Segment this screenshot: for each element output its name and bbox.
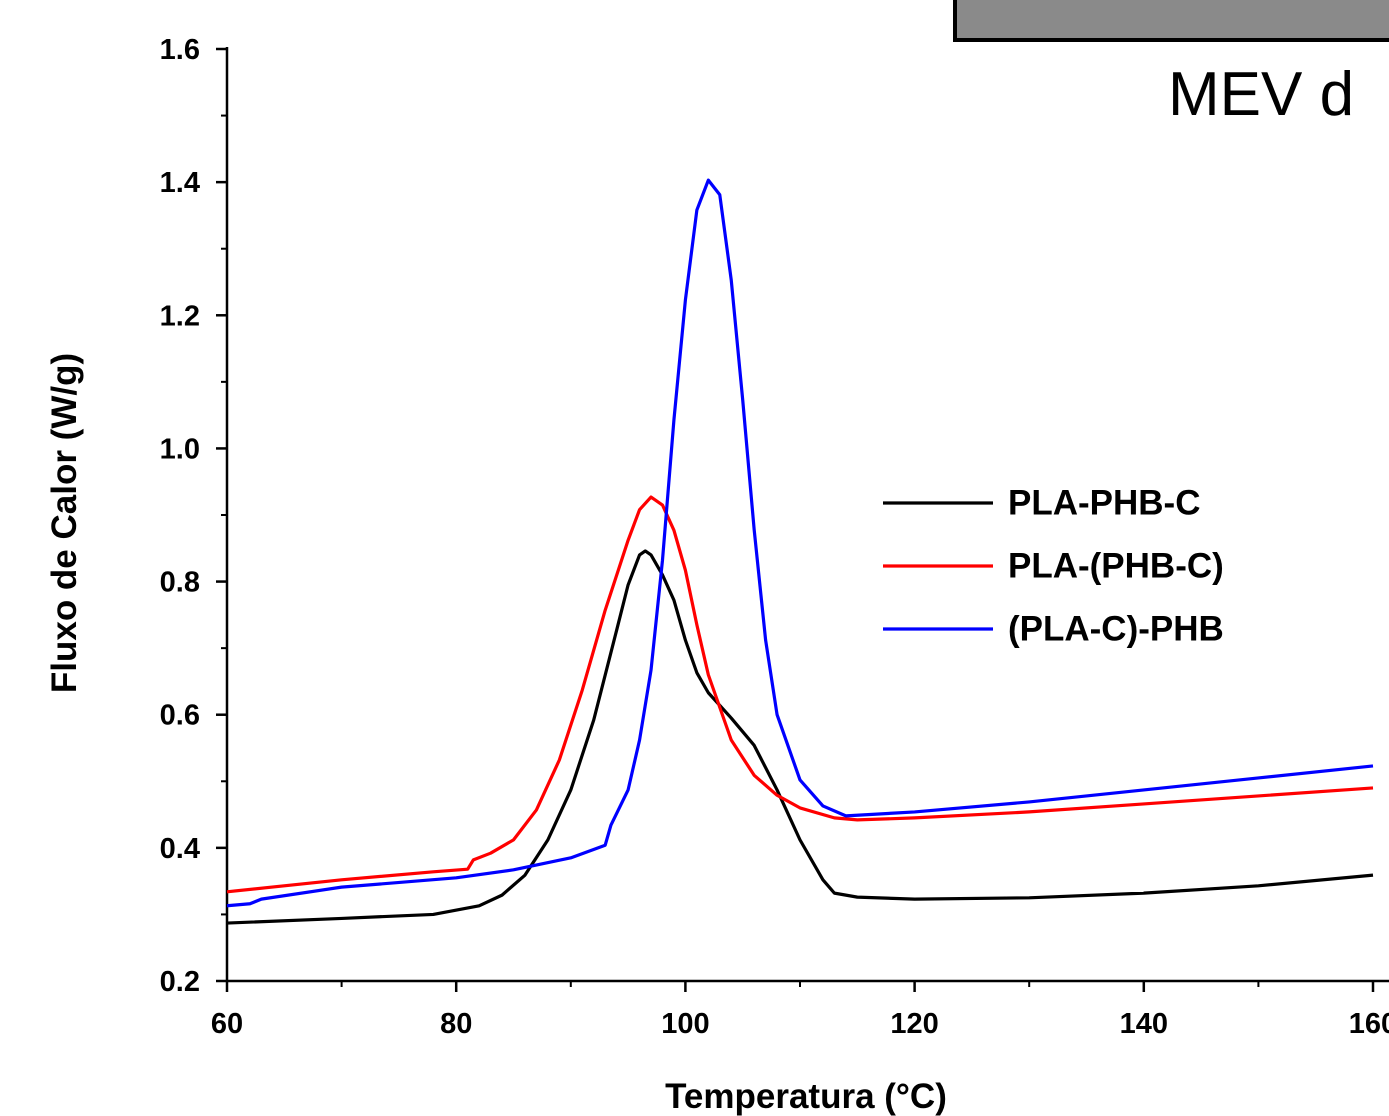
micrograph-image [953, 0, 1389, 42]
legend-label: (PLA-C)-PHB [1008, 609, 1224, 648]
x-tick-label: 120 [890, 1008, 938, 1040]
y-tick-label: 0.8 [160, 567, 200, 599]
x-tick-label: 160 [1349, 1008, 1389, 1040]
data-line [226, 178, 1374, 908]
legend-label: PLA-(PHB-C) [1008, 546, 1224, 585]
y-tick-label: 0.4 [160, 833, 200, 865]
legend-label: PLA-PHB-C [1008, 483, 1200, 522]
x-tick-label: 60 [211, 1008, 243, 1040]
data-line [226, 549, 1374, 925]
data-line [226, 495, 1374, 894]
x-axis-title: Temperatura (°C) [665, 1077, 947, 1116]
y-tick-label: 1.6 [160, 34, 200, 66]
x-tick-label: 80 [440, 1008, 472, 1040]
y-tick-label: 1.2 [160, 300, 200, 332]
y-tick-label: 1.0 [160, 433, 200, 465]
y-tick-label: 1.4 [160, 167, 200, 199]
x-tick-label: 140 [1120, 1008, 1168, 1040]
x-tick-label: 100 [661, 1008, 709, 1040]
y-axis-title: Fluxo de Calor (W/g) [45, 353, 84, 693]
y-tick-label: 0.2 [160, 966, 200, 998]
annotation: MEV d [1168, 60, 1354, 129]
y-tick-label: 0.6 [160, 700, 200, 732]
